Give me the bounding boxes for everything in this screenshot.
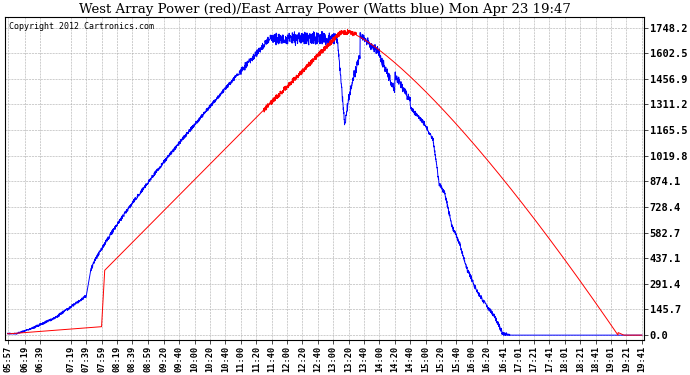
Text: Copyright 2012 Cartronics.com: Copyright 2012 Cartronics.com	[8, 22, 154, 31]
Title: West Array Power (red)/East Array Power (Watts blue) Mon Apr 23 19:47: West Array Power (red)/East Array Power …	[79, 3, 571, 16]
